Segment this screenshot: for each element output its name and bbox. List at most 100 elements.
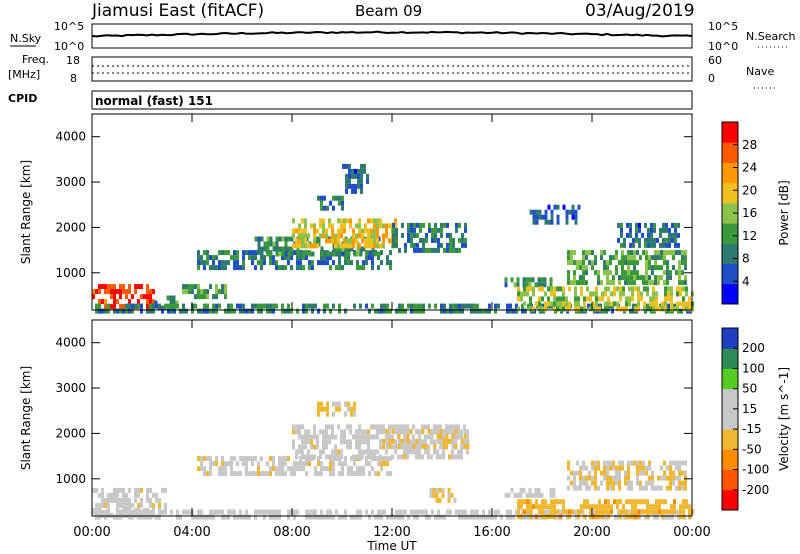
nsky-panel: N.Sky 10^5 10^0 10^5 10^0 N.Search: [10, 20, 796, 53]
velocity-cell: [164, 487, 167, 493]
power-cell: [341, 265, 344, 271]
power-cell: [669, 250, 672, 256]
power-cell: [428, 303, 431, 309]
power-cell: [368, 251, 372, 257]
nave-label: Nave: [746, 65, 774, 78]
velocity-cell: [304, 454, 307, 460]
velocity-cell: [401, 514, 404, 520]
power-cell: [517, 296, 520, 302]
power-cell: [556, 219, 560, 225]
power-cell: [284, 246, 288, 252]
velocity-cell: [101, 497, 104, 503]
velocity-cell: [122, 507, 125, 513]
velocity-cell: [654, 485, 657, 491]
power-cell: [215, 308, 218, 314]
power-cell: [304, 243, 307, 249]
velocity-cell: [353, 401, 356, 407]
power-cell: [161, 308, 164, 314]
power-cell: [373, 218, 376, 224]
velocity-cell: [242, 514, 245, 520]
power-cell: [565, 209, 569, 215]
power-cell: [567, 255, 570, 261]
velocity-cell: [454, 454, 457, 460]
power-cell: [388, 223, 391, 229]
power-cell: [98, 284, 101, 290]
velocity-cell: [221, 471, 224, 477]
velocity-cell: [675, 475, 678, 481]
power-cell: [338, 255, 341, 261]
velocity-cell: [397, 443, 401, 449]
power-cell: [275, 246, 279, 252]
power-cell: [284, 251, 288, 257]
power-cell: [299, 251, 303, 257]
power-cell: [582, 260, 585, 266]
velocity-cell: [447, 492, 451, 498]
velocity-cell: [466, 443, 470, 449]
power-cell: [573, 280, 576, 286]
velocity-cell: [374, 514, 377, 520]
power-cell: [625, 296, 628, 302]
power-cell: [239, 303, 242, 309]
power-cell: [452, 308, 455, 314]
velocity-cell: [476, 509, 479, 515]
velocity-cell: [679, 504, 682, 510]
power-cell: [464, 222, 467, 228]
power-cell: [485, 308, 488, 314]
power-cell: [305, 250, 308, 256]
power-cell: [110, 284, 113, 290]
power-cell: [665, 222, 668, 228]
power-cell: [517, 306, 520, 312]
velocity-cell: [322, 439, 325, 445]
power-cell: [296, 260, 299, 266]
power-cell: [535, 209, 539, 215]
power-cell: [310, 223, 313, 229]
velocity-cell: [95, 509, 98, 515]
power-cell: [583, 306, 586, 312]
velocity-cell: [320, 401, 323, 407]
power-cell: [394, 223, 397, 229]
velocity-cell: [137, 487, 140, 493]
power-cell: [668, 227, 671, 233]
velocity-cell: [272, 509, 275, 515]
power-cell: [170, 308, 173, 314]
power-cell: [373, 228, 376, 234]
velocity-cell: [643, 509, 646, 515]
velocity-cell: [604, 509, 607, 515]
power-cell: [395, 227, 398, 233]
power-cell: [152, 289, 155, 295]
velocity-cell: [640, 509, 643, 515]
velocity-cell: [376, 434, 379, 440]
power-cell: [311, 251, 315, 257]
velocity-cell: [412, 434, 415, 440]
velocity-cell: [293, 514, 296, 520]
velocity-cell: [340, 439, 343, 445]
velocity-cell: [615, 475, 618, 481]
velocity-cell: [386, 514, 389, 520]
velocity-cell: [412, 443, 416, 449]
power-cell: [212, 303, 215, 309]
velocity-cell: [251, 456, 254, 462]
velocity-cell: [146, 492, 149, 498]
velocity-cell: [212, 461, 215, 467]
power-cell: [526, 291, 529, 297]
velocity-cell: [636, 465, 639, 471]
velocity-cell: [651, 470, 654, 476]
power-cell: [648, 275, 651, 281]
power-cell: [682, 301, 685, 307]
power-cell: [443, 222, 446, 228]
power-cell: [616, 306, 619, 312]
power-cell: [242, 308, 245, 314]
velocity-cell: [140, 497, 143, 503]
velocity-cell: [573, 470, 576, 476]
velocity-cell: [245, 471, 248, 477]
power-cell: [257, 250, 260, 256]
power-cell: [570, 260, 573, 266]
velocity-cell: [209, 514, 212, 520]
velocity-cell: [299, 466, 302, 472]
power-cell: [648, 255, 651, 261]
power-cell: [565, 306, 568, 312]
power-cell: [101, 308, 104, 314]
velocity-cell: [429, 492, 433, 498]
velocity-cell: [185, 509, 188, 515]
velocity-cell: [224, 514, 227, 520]
